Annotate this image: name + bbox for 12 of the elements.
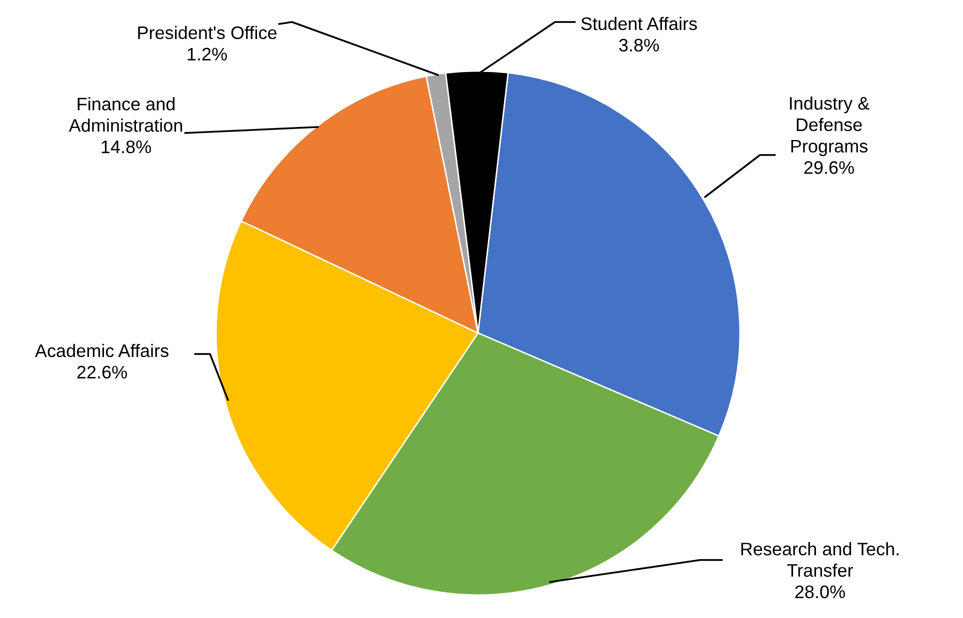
data-label: 14.8% [102, 140, 151, 154]
slice-label: President's Office [138, 26, 277, 40]
slice-label: Industry & Defense Programs [790, 96, 870, 156]
slice-label: Finance and Administration [68, 97, 182, 132]
data-label: 3.8% [619, 38, 659, 52]
data-label: 28.0% [795, 585, 845, 598]
data-label: 29.6% [804, 161, 854, 174]
data-label: 1.2% [188, 48, 227, 60]
slice-label: Research and Tech. Transfer [741, 542, 898, 577]
slice-label: Academic Affairs [34, 344, 168, 358]
slice-label: Student Affairs [581, 16, 697, 30]
data-label: 22.6% [77, 366, 127, 379]
